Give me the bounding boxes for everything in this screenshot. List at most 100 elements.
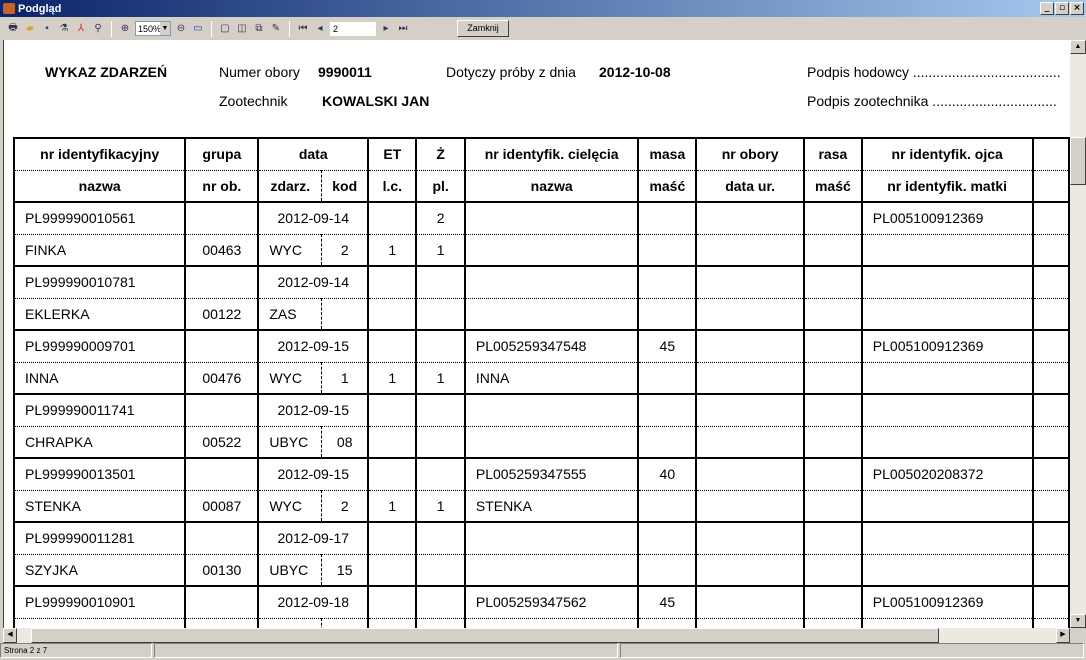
table-cell xyxy=(415,457,466,491)
table-cell: PL999990009701 xyxy=(12,329,187,363)
table-cell: 1 xyxy=(367,362,418,395)
table-row: PL999990013501 2012-09-15 PL005259347555 40… xyxy=(12,457,1070,491)
zoom-out-icon[interactable]: ⊖ xyxy=(176,23,186,34)
table-row: PL999990010781 2012-09-14 xyxy=(12,265,1070,299)
single-page-icon[interactable]: ▢ xyxy=(220,23,230,34)
table-cell xyxy=(367,393,418,427)
table-cell: 2 xyxy=(415,618,466,628)
last-page-icon[interactable]: ⏭ xyxy=(398,23,408,34)
table-cell xyxy=(463,298,640,331)
scroll-up-icon[interactable]: ▲ xyxy=(1070,40,1086,54)
report-page: WYKAZ ZDARZEŃ Numer obory 9990011 Dotycz… xyxy=(3,40,1070,628)
table-cell: ZAS xyxy=(257,298,323,331)
table-cell: 1 xyxy=(415,490,466,523)
table-cell xyxy=(1031,362,1070,395)
first-page-icon[interactable]: ⏮ xyxy=(298,23,308,34)
find-icon[interactable]: ⚲ xyxy=(94,23,102,34)
table-cell xyxy=(1031,554,1070,587)
table-cell xyxy=(802,265,863,299)
table-cell xyxy=(802,201,863,235)
table-row: PL999990010561 2012-09-14 2 PL005100912369 xyxy=(12,201,1070,235)
table-cell xyxy=(860,426,1034,459)
table-cell xyxy=(637,298,698,331)
column-header: masa xyxy=(637,137,698,171)
prev-page-icon[interactable]: ◂ xyxy=(317,23,323,34)
open-icon[interactable]: ▰ xyxy=(26,23,34,34)
horizontal-scroll-thumb[interactable] xyxy=(31,628,939,643)
table-cell xyxy=(695,329,805,363)
column-header: nr identyfik. cielęcia xyxy=(463,137,640,171)
table-cell: 00122 xyxy=(184,298,260,331)
table-cell xyxy=(802,585,863,619)
table-cell xyxy=(463,618,640,628)
horizontal-scrollbar[interactable]: ◀ ▶ xyxy=(3,628,1070,643)
zoom-value: 150% xyxy=(138,23,162,34)
table-cell xyxy=(367,457,418,491)
title-bar: Podgląd _ ▫ × xyxy=(0,0,1086,17)
table-row: EMILIA00370WYC112 xyxy=(12,618,1070,628)
save-icon[interactable]: ▪ xyxy=(45,23,49,34)
table-cell xyxy=(637,490,698,523)
app-icon xyxy=(3,3,15,14)
minimize-button[interactable]: _ xyxy=(1040,2,1054,15)
scroll-down-icon[interactable]: ▼ xyxy=(1070,614,1086,628)
table-cell xyxy=(860,393,1034,427)
table-cell xyxy=(802,521,863,555)
pdf-icon[interactable]: ⅄ xyxy=(77,23,85,34)
table-cell xyxy=(637,265,698,299)
table-cell xyxy=(1031,329,1070,363)
scroll-left-icon[interactable]: ◀ xyxy=(3,628,17,643)
table-cell: 00130 xyxy=(184,554,260,587)
table-cell xyxy=(695,201,805,235)
page-status: Strona 2 z 7 xyxy=(0,643,152,658)
multi-page-icon[interactable]: ⧉ xyxy=(255,23,263,34)
header-row: nazwa nr ob. zdarz. kod l.c. pl. nazwa maść data… xyxy=(12,170,1070,203)
close-window-button[interactable]: × xyxy=(1070,2,1084,15)
zoom-in-icon[interactable]: ⊕ xyxy=(120,23,130,34)
column-header: kod xyxy=(321,170,370,203)
table-cell xyxy=(184,393,260,427)
table-cell: 2012-09-15 xyxy=(257,393,370,427)
table-cell xyxy=(802,426,863,459)
vertical-scrollbar[interactable]: ▲ ▼ xyxy=(1070,40,1086,628)
table-cell: 1 xyxy=(415,234,466,267)
table-cell: 00476 xyxy=(184,362,260,395)
table-cell xyxy=(184,329,260,363)
maximize-button[interactable]: ▫ xyxy=(1055,2,1069,15)
table-cell xyxy=(637,201,698,235)
table-cell: 2 xyxy=(415,201,466,235)
scroll-right-icon[interactable]: ▶ xyxy=(1056,628,1070,643)
table-cell xyxy=(367,521,418,555)
print-icon[interactable]: 🖶 xyxy=(8,22,18,33)
table-cell: 1 xyxy=(367,618,418,628)
zoom-select[interactable]: 150% ▼ xyxy=(135,21,171,36)
column-header: nazwa xyxy=(463,170,640,203)
table-cell xyxy=(802,554,863,587)
export-icon[interactable]: ⚗ xyxy=(59,23,69,34)
table-cell xyxy=(802,457,863,491)
table-cell xyxy=(802,298,863,331)
table-cell xyxy=(367,201,418,235)
table-cell xyxy=(695,298,805,331)
table-cell xyxy=(695,554,805,587)
table-cell xyxy=(1031,618,1070,628)
table-cell xyxy=(802,618,863,628)
column-header: rasa xyxy=(802,137,863,171)
table-cell: INNA xyxy=(463,362,640,395)
table-cell xyxy=(637,426,698,459)
page-input[interactable]: 2 xyxy=(330,21,376,36)
edit-icon[interactable]: ✎ xyxy=(271,23,281,34)
table-cell xyxy=(695,393,805,427)
herd-label: Numer obory xyxy=(219,64,300,80)
full-page-icon[interactable]: ▭ xyxy=(193,23,203,34)
table-cell: PL005259347548 xyxy=(463,329,640,363)
table-cell xyxy=(184,457,260,491)
table-cell: 1 xyxy=(415,362,466,395)
vertical-scroll-thumb[interactable] xyxy=(1070,137,1086,185)
close-button[interactable]: Zamknij xyxy=(457,20,509,37)
two-pages-icon[interactable]: ◫ xyxy=(237,23,247,34)
next-page-icon[interactable]: ▸ xyxy=(383,23,389,34)
table-cell: WYC xyxy=(257,234,323,267)
table-cell xyxy=(860,521,1034,555)
